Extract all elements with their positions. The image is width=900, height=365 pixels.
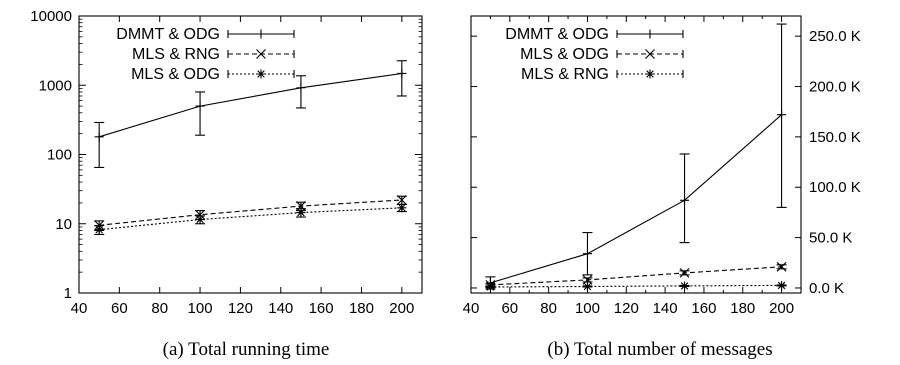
x-tick-label: 100 bbox=[188, 300, 213, 317]
legend-marker bbox=[256, 49, 266, 59]
figure-caption: (b) Total number of messages bbox=[547, 339, 772, 360]
x-tick-label: 180 bbox=[349, 300, 374, 317]
data-point bbox=[680, 195, 690, 205]
x-tick-label: 140 bbox=[268, 300, 293, 317]
legend-label: MLS & ODG bbox=[520, 46, 609, 63]
series-3 bbox=[485, 280, 787, 292]
figure-caption: (a) Total running time bbox=[163, 339, 330, 360]
chart-running-time: 40 60 80 100 120 140 160 180 200 1 10 100 1000 10000 D… bbox=[30, 8, 423, 360]
data-point bbox=[397, 203, 407, 213]
data-point bbox=[582, 281, 592, 291]
data-point bbox=[94, 225, 104, 235]
series-line bbox=[490, 266, 782, 286]
legend-label: MLS & RNG bbox=[132, 46, 220, 63]
series-line bbox=[490, 114, 782, 284]
series-1 bbox=[94, 60, 407, 169]
chart-messages: 40 60 80 100 120 140 160 180 200 0.0 K 50.0 K 100.0… bbox=[463, 15, 861, 360]
x-tick-label: 100 bbox=[575, 300, 600, 317]
series-line bbox=[99, 207, 402, 231]
y-tick-label: 50.0 K bbox=[809, 230, 852, 247]
y-tick-label: 100.0 K bbox=[809, 179, 861, 196]
x-tick-label: 160 bbox=[309, 300, 334, 317]
y-tick-label: 0.0 K bbox=[809, 280, 844, 297]
series-line bbox=[99, 199, 402, 226]
series-2 bbox=[485, 261, 787, 290]
y-tick-label: 150.0 K bbox=[809, 129, 861, 146]
data-point bbox=[94, 132, 104, 142]
y-tick-label: 10 bbox=[55, 216, 72, 233]
x-tick-label: 40 bbox=[71, 300, 88, 317]
data-point bbox=[195, 215, 205, 225]
series-2 bbox=[94, 195, 407, 232]
legend-marker bbox=[256, 29, 266, 39]
y-tick-label: 200.0 K bbox=[809, 79, 861, 96]
series-1 bbox=[485, 23, 787, 290]
data-point bbox=[582, 249, 592, 259]
y-tick-label: 100 bbox=[47, 147, 72, 164]
data-point bbox=[397, 68, 407, 78]
x-tick-label: 160 bbox=[691, 300, 716, 317]
data-point bbox=[777, 110, 787, 120]
legend-label: DMMT & ODG bbox=[505, 26, 609, 43]
x-tick-label: 60 bbox=[111, 300, 128, 317]
legend-label: DMMT & ODG bbox=[116, 26, 220, 43]
data-point bbox=[396, 195, 407, 205]
y-tick-label: 1000 bbox=[39, 77, 72, 94]
data-point bbox=[679, 267, 690, 278]
data-point bbox=[195, 209, 205, 220]
series-line bbox=[490, 284, 782, 288]
legend-marker bbox=[645, 69, 655, 79]
legend-label: MLS & RNG bbox=[521, 66, 609, 83]
data-point bbox=[296, 83, 306, 93]
x-tick-label: 200 bbox=[389, 300, 414, 317]
series-3 bbox=[94, 203, 407, 236]
series-line bbox=[99, 72, 402, 138]
legend-label: MLS & ODG bbox=[131, 66, 220, 83]
data-point bbox=[680, 281, 690, 291]
data-point bbox=[296, 208, 306, 218]
plot-frame bbox=[78, 15, 423, 294]
y-tick-label: 10000 bbox=[30, 8, 72, 25]
x-tick-label: 40 bbox=[463, 300, 480, 317]
x-tick-label: 180 bbox=[730, 300, 755, 317]
y-tick-label: 250.0 K bbox=[809, 28, 861, 45]
x-tick-label: 60 bbox=[501, 300, 518, 317]
x-tick-label: 200 bbox=[769, 300, 794, 317]
data-point bbox=[195, 101, 205, 111]
x-tick-label: 140 bbox=[653, 300, 678, 317]
legend-marker bbox=[645, 29, 655, 39]
legend-marker bbox=[645, 49, 655, 59]
x-tick-label: 80 bbox=[540, 300, 557, 317]
data-point bbox=[777, 280, 787, 290]
x-tick-label: 80 bbox=[151, 300, 168, 317]
data-point bbox=[776, 261, 787, 272]
data-point bbox=[485, 282, 495, 292]
plot-frame bbox=[470, 15, 802, 294]
x-tick-label: 120 bbox=[228, 300, 253, 317]
y-tick-label: 1 bbox=[64, 285, 72, 302]
x-tick-label: 120 bbox=[614, 300, 639, 317]
legend-marker bbox=[256, 69, 266, 79]
